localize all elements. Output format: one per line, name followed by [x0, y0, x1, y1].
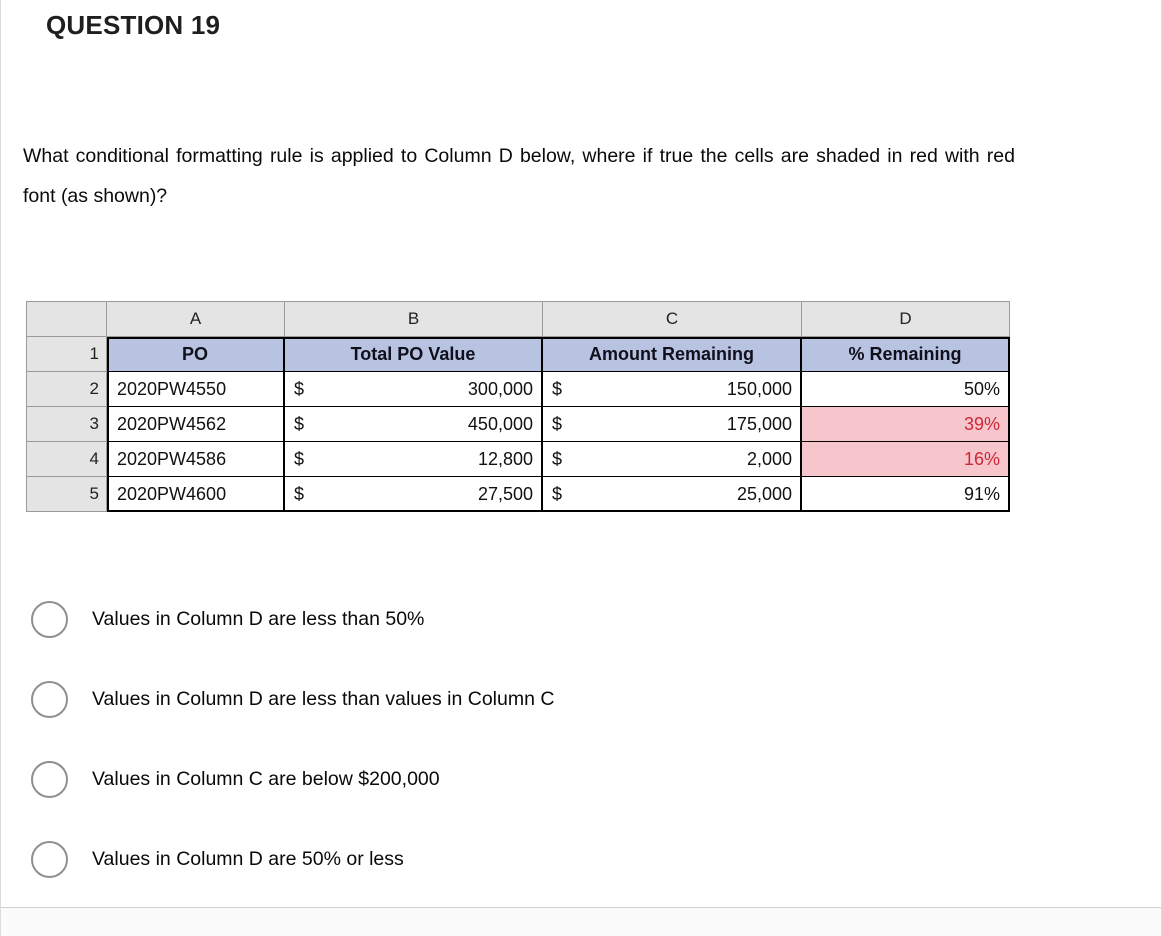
currency-sign: $: [552, 413, 563, 434]
row-number: 4: [27, 442, 107, 477]
cell-total-po-value: $ 450,000: [285, 407, 543, 442]
cell-value: 2,000: [746, 448, 792, 469]
header-cell-total-po-value: Total PO Value: [285, 337, 543, 372]
row-number: 3: [27, 407, 107, 442]
radio-button[interactable]: [31, 600, 68, 638]
radio-button[interactable]: [31, 760, 68, 798]
cell-total-po-value: $ 27,500: [285, 477, 543, 512]
cell-value: 27,500: [477, 483, 533, 504]
column-letter: C: [543, 302, 802, 337]
sheet-corner-cell: [27, 302, 107, 337]
cell-amount-remaining: $ 25,000: [543, 477, 802, 512]
cell-value: 300,000: [467, 378, 533, 399]
cell-amount-remaining: $ 175,000: [543, 407, 802, 442]
answer-option-1[interactable]: Values in Column D are less than 50%: [31, 599, 424, 639]
currency-sign: $: [294, 378, 305, 399]
cell-value: 150,000: [726, 378, 792, 399]
footer-strip: [1, 907, 1161, 936]
currency-sign: $: [552, 483, 563, 504]
radio-button[interactable]: [31, 840, 68, 878]
cell-po: 2020PW4586: [107, 442, 285, 477]
currency-sign: $: [294, 483, 305, 504]
page-title: QUESTION 19: [46, 10, 221, 40]
cell-value: 450,000: [467, 413, 533, 434]
cell-percent-remaining: 39%: [802, 407, 1010, 442]
header-cell-po: PO: [107, 337, 285, 372]
cell-po: 2020PW4600: [107, 477, 285, 512]
currency-sign: $: [294, 413, 305, 434]
cell-po: 2020PW4550: [107, 372, 285, 407]
column-letter: D: [802, 302, 1010, 337]
cell-percent-remaining: 91%: [802, 477, 1010, 512]
row-number: 2: [27, 372, 107, 407]
cell-total-po-value: $ 300,000: [285, 372, 543, 407]
cell-percent-remaining: 16%: [802, 442, 1010, 477]
answer-option-label: Values in Column D are less than values …: [92, 687, 555, 710]
cell-po: 2020PW4562: [107, 407, 285, 442]
cell-percent-remaining: 50%: [802, 372, 1010, 407]
spreadsheet: A B C D 1 PO Total PO Value Amount Remai…: [26, 301, 1010, 512]
answer-option-3[interactable]: Values in Column C are below $200,000: [31, 759, 440, 799]
header-cell-amount-remaining: Amount Remaining: [543, 337, 802, 372]
cell-amount-remaining: $ 2,000: [543, 442, 802, 477]
row-number: 1: [27, 337, 107, 372]
row-number: 5: [27, 477, 107, 512]
currency-sign: $: [294, 448, 305, 469]
currency-sign: $: [552, 448, 563, 469]
header-cell-percent-remaining: % Remaining: [802, 337, 1010, 372]
question-text: What conditional formatting rule is appl…: [23, 145, 1015, 207]
cell-value: 12,800: [477, 448, 533, 469]
cell-value: 25,000: [736, 483, 792, 504]
cell-value: 175,000: [726, 413, 792, 434]
answer-option-4[interactable]: Values in Column D are 50% or less: [31, 839, 404, 879]
answer-option-label: Values in Column D are 50% or less: [92, 847, 404, 870]
radio-button[interactable]: [31, 680, 68, 718]
cell-amount-remaining: $ 150,000: [543, 372, 802, 407]
column-letter: A: [107, 302, 285, 337]
currency-sign: $: [552, 378, 563, 399]
answer-option-2[interactable]: Values in Column D are less than values …: [31, 679, 554, 719]
answer-option-label: Values in Column C are below $200,000: [92, 767, 440, 790]
cell-total-po-value: $ 12,800: [285, 442, 543, 477]
answer-option-label: Values in Column D are less than 50%: [92, 607, 425, 630]
column-letter: B: [285, 302, 543, 337]
